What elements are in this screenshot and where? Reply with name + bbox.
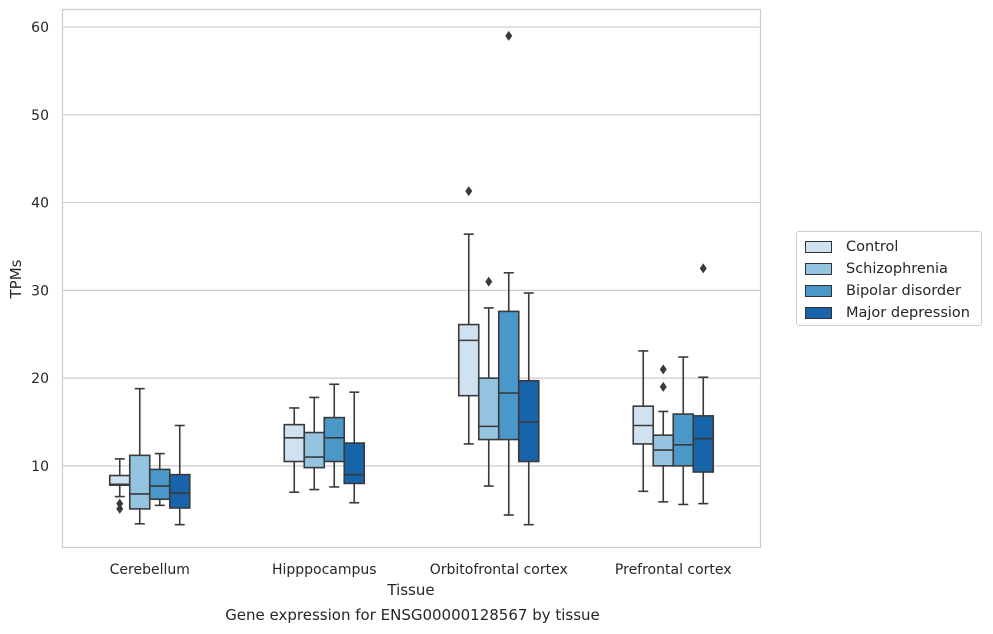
figure-caption: Gene expression for ENSG00000128567 by t… (225, 606, 600, 624)
box-4-2 (343, 391, 366, 504)
y-tick-labels: 10 20 30 40 50 60 (31, 20, 49, 475)
x-tick-label-3: Orbitofrontal cortex (430, 562, 568, 578)
y-tick-label-20: 20 (31, 371, 49, 387)
box-1-1 (108, 458, 131, 514)
y-tick-label-30: 30 (31, 283, 49, 299)
x-tick-label-4: Prefrontal cortex (615, 562, 732, 578)
x-tick-labels: Cerebellum Hipppocampus Orbitofrontal cort… (110, 562, 732, 578)
y-tick-label-50: 50 (31, 108, 49, 124)
y-tick-label-60: 60 (31, 20, 49, 36)
box-body (283, 423, 306, 463)
legend-swatch-control (805, 241, 832, 253)
box-body (128, 454, 151, 510)
box-body (343, 442, 366, 485)
box-1-3 (457, 186, 480, 445)
box-body (323, 416, 346, 463)
y-tick-label-10: 10 (31, 459, 49, 475)
box-body (517, 379, 540, 463)
box-body (672, 413, 695, 467)
legend-item-control: Control (805, 237, 898, 257)
y-tick-label-40: 40 (31, 196, 49, 212)
x-axis-label: Tissue (386, 581, 434, 599)
legend-item-bipolar-disorder: Bipolar disorder (805, 281, 961, 301)
box-body (168, 473, 191, 509)
outlier-point-1 (485, 276, 493, 287)
outlier-point-2 (116, 498, 124, 509)
x-tick-label-1: Cerebellum (110, 562, 190, 578)
box-body (692, 415, 715, 473)
box-2-1 (128, 387, 151, 525)
box-body (148, 468, 171, 501)
box-series-layer (108, 30, 715, 526)
legend-label-schizophrenia: Schizophrenia (846, 261, 948, 277)
outlier-point-1 (699, 263, 707, 274)
legend-swatch-major-depression (805, 307, 832, 319)
legend-label-control: Control (846, 239, 899, 255)
legend-swatch-bipolar-disorder (805, 285, 832, 297)
box-body (303, 431, 326, 469)
box-1-4 (632, 350, 655, 493)
legend-label-bipolar-disorder: Bipolar disorder (846, 283, 961, 299)
box-4-3 (517, 292, 540, 526)
legend-label-major-depression: Major depression (846, 305, 970, 321)
legend: Control Schizophrenia Bipolar disorder M… (796, 231, 982, 326)
box-body (457, 323, 480, 397)
legend-swatch-schizophrenia (805, 263, 832, 275)
series-3 (148, 30, 695, 516)
series-4 (168, 263, 715, 526)
box-body (497, 310, 520, 441)
box-2-4 (652, 364, 675, 503)
outlier-point-1 (116, 503, 124, 514)
box-3-1 (148, 452, 171, 507)
box-3-2 (323, 383, 346, 488)
box-2-2 (303, 396, 326, 491)
y-axis-label: TPMs (7, 259, 25, 299)
series-2 (128, 276, 675, 525)
box-4-1 (168, 424, 191, 526)
legend-item-schizophrenia: Schizophrenia (805, 259, 948, 279)
box-3-4 (672, 356, 695, 506)
box-1-2 (283, 407, 306, 494)
plot-frame (61, 8, 762, 549)
legend-item-major-depression: Major depression (805, 303, 970, 323)
box-body (477, 377, 500, 441)
x-tick-label-2: Hipppocampus (272, 562, 377, 578)
outlier-point-1 (505, 30, 513, 41)
outlier-point-2 (659, 364, 667, 375)
box-4-4 (692, 263, 715, 505)
box-2-3 (477, 276, 500, 487)
box-3-3 (497, 30, 520, 516)
outlier-point-1 (659, 381, 667, 392)
grid-lines (62, 26, 761, 467)
outlier-point-1 (465, 186, 473, 197)
series-1 (108, 186, 655, 514)
